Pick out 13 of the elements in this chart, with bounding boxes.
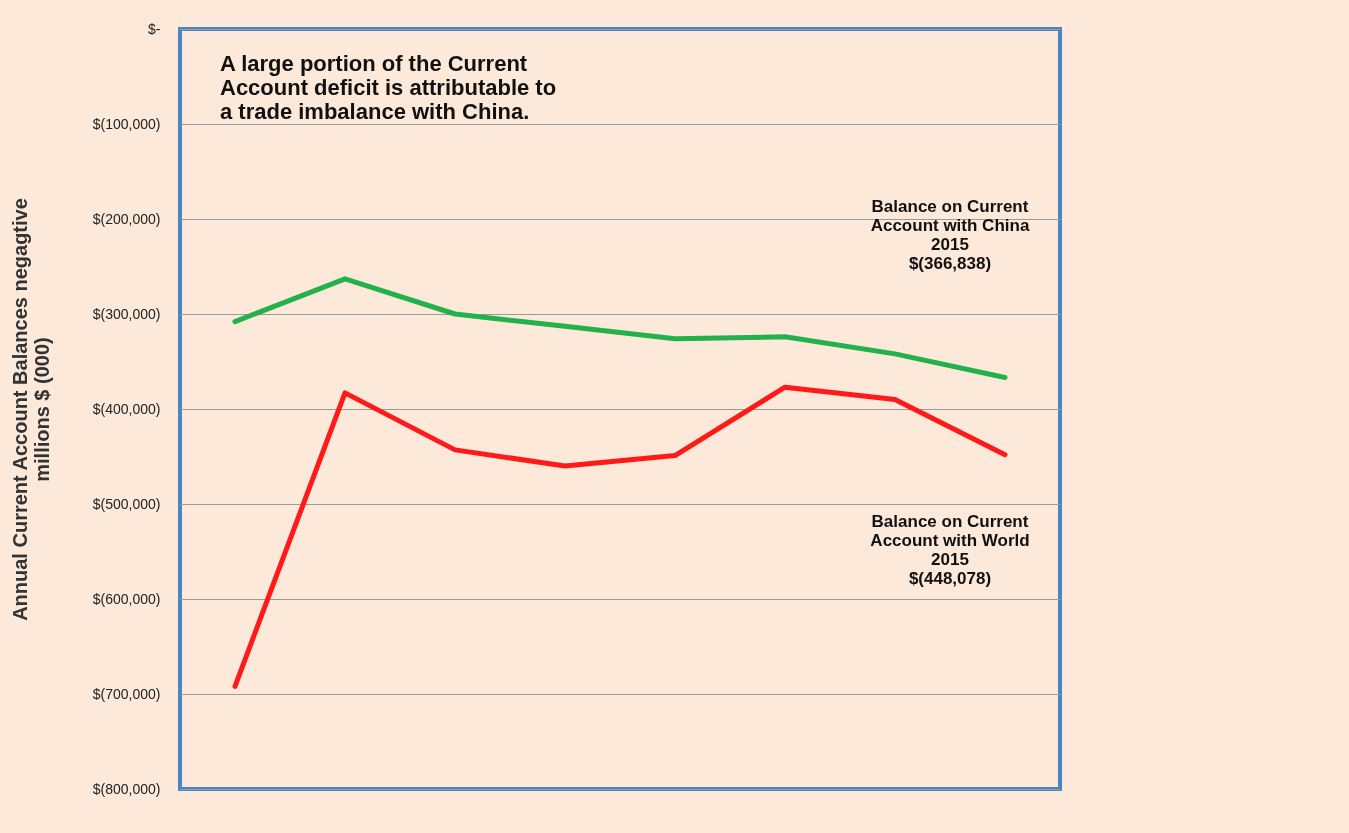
y-axis-title: Annual Current Account Balances negagtive millions $ (000): [8, 198, 53, 621]
y-tick-label: $(700,000): [92, 685, 161, 702]
y-tick-label: $(800,000): [92, 780, 161, 797]
y-tick-label: $-: [148, 20, 161, 37]
y-tick-label: $(200,000): [92, 210, 161, 227]
y-tick-label: $(500,000): [92, 495, 161, 512]
y-tick-label: $(400,000): [92, 400, 161, 417]
y-tick-label: $(600,000): [92, 590, 161, 607]
annotation: Balance on Current Account with China 2015 $(366,838): [870, 197, 1030, 273]
annotation: Balance on Current Account with World 2015 $(448,078): [870, 512, 1030, 588]
y-tick-label: $(100,000): [92, 115, 161, 132]
annotation: A large portion of the Current Account deficit is attributable to a trade imbalance with China.: [220, 51, 557, 124]
y-tick-label: $(300,000): [92, 305, 161, 322]
